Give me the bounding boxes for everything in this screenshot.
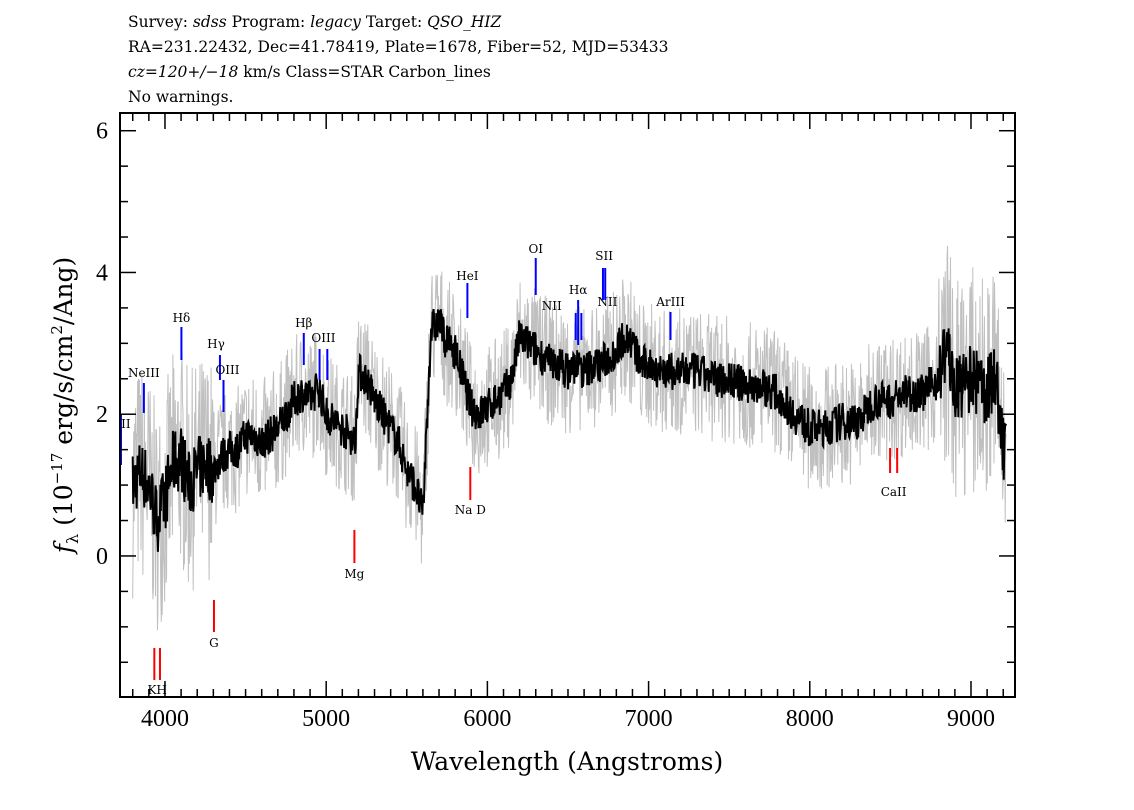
emission-line-label: OIII — [215, 363, 239, 377]
emission-line-label: Hα — [569, 283, 588, 297]
emission-line-label: OII — [111, 417, 131, 431]
emission-line-label: Hγ — [207, 337, 225, 351]
absorption-line-label: G — [209, 636, 219, 650]
y-tick-label: 0 — [96, 544, 108, 570]
emission-line-label: NeIII — [128, 366, 160, 380]
x-tick-label: 7000 — [625, 706, 673, 732]
absorption-line-label: Na D — [455, 503, 486, 517]
x-tick-label: 8000 — [786, 706, 834, 732]
x-axis-label: Wavelength (Angstroms) — [411, 747, 723, 776]
header-line-1: Survey: sdss Program: legacy Target: QSO… — [128, 13, 502, 31]
header-line-3: cz=120+/−18 km/s Class=STAR Carbon_lines — [128, 63, 491, 81]
emission-line-label: OIII — [311, 331, 335, 345]
y-tick-label: 4 — [96, 260, 108, 286]
y-axis-label: fλ (10−17 erg/s/cm2/Ang) — [48, 257, 82, 556]
axes: 4000 5000 6000 7000 8000 9000 0 2 4 6 — [96, 113, 1015, 732]
emission-line-label: ArIII — [655, 295, 685, 309]
smoothed-spectrum — [131, 309, 1008, 552]
header-line-4: No warnings. — [128, 88, 233, 106]
line-markers: OIINeIIIHδHγOIIIHβOIIIHeIOINIIHαNIISIIAr… — [111, 242, 907, 697]
absorption-line-label: CaII — [881, 485, 907, 499]
y-tick-label: 6 — [96, 119, 108, 145]
x-tick-label: 6000 — [463, 706, 511, 732]
y-tick-label: 2 — [96, 402, 108, 428]
emission-line-label: Hδ — [173, 311, 191, 325]
x-tick-label: 4000 — [141, 706, 189, 732]
header-line-2: RA=231.22432, Dec=41.78419, Plate=1678, … — [128, 38, 669, 56]
emission-line-label: NII — [597, 295, 617, 309]
absorption-line-label: KH — [147, 683, 166, 697]
emission-line-label: OI — [528, 242, 543, 256]
emission-line-label: SII — [595, 249, 613, 263]
smoothed-flux-line — [131, 309, 1008, 552]
emission-line-label: HeI — [456, 269, 479, 283]
absorption-line-label: Mg — [344, 567, 364, 581]
emission-line-label: Hβ — [295, 316, 312, 330]
x-tick-label: 9000 — [947, 706, 995, 732]
emission-line-label: NII — [542, 299, 562, 313]
x-tick-label: 5000 — [302, 706, 350, 732]
